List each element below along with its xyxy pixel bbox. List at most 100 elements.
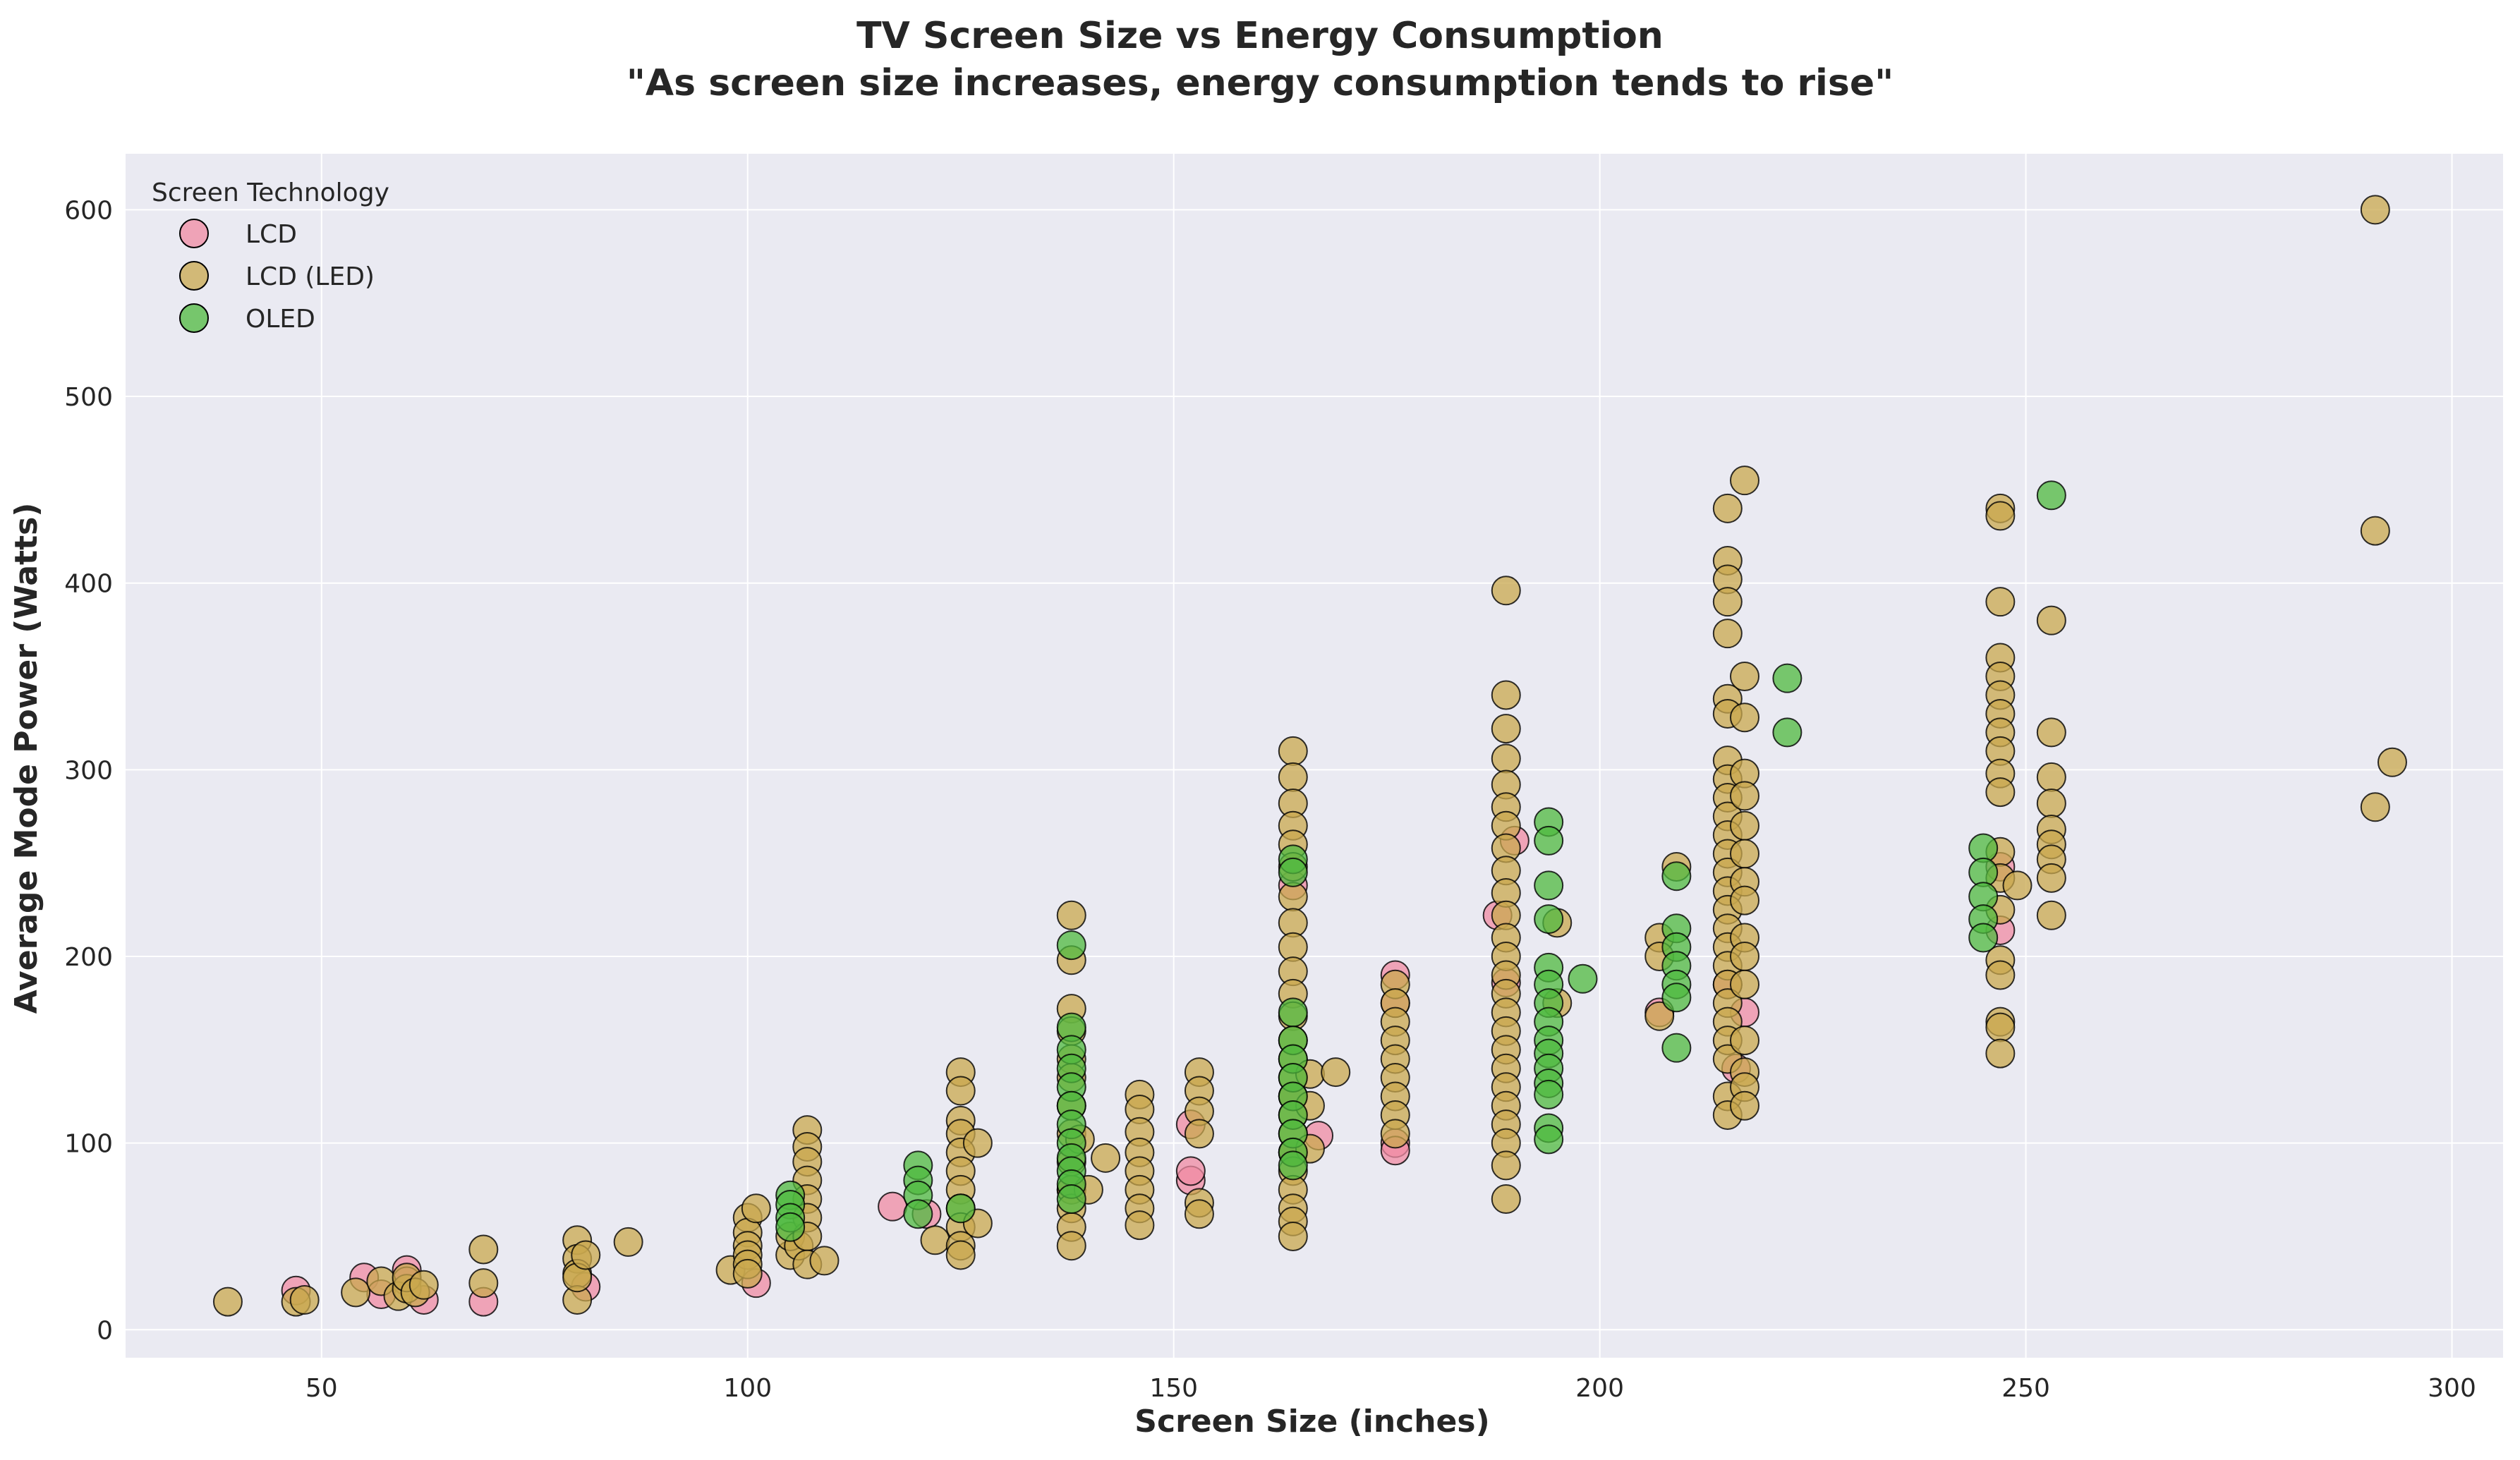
legend-marker-lcd: [179, 219, 209, 248]
y-tick-label: 100: [64, 1130, 113, 1159]
data-point: [920, 1225, 950, 1255]
data-point: [1534, 870, 1564, 901]
data-point: [1661, 1033, 1692, 1063]
data-point: [1729, 942, 1759, 971]
data-point: [945, 1193, 976, 1224]
x-tick-label: 300: [2428, 1374, 2476, 1403]
data-point: [1729, 466, 1759, 496]
legend-label-oled: OLED: [246, 305, 315, 334]
data-point: [2360, 195, 2390, 225]
data-point: [613, 1227, 643, 1257]
legend-title: Screen Technology: [152, 178, 389, 207]
x-tick-label: 200: [1575, 1374, 1624, 1403]
data-point: [1091, 1143, 1121, 1173]
data-point: [1534, 825, 1564, 856]
data-point: [468, 1234, 499, 1265]
data-point: [1712, 587, 1743, 617]
data-point: [1985, 777, 2016, 808]
data-point: [571, 1240, 601, 1270]
data-point: [1491, 714, 1521, 744]
data-point: [903, 1199, 933, 1229]
x-axis-ticks: 50 100 150 200 250 300: [305, 1374, 2476, 1403]
data-point: [2036, 717, 2066, 748]
data-point: [1985, 587, 2016, 617]
data-point: [1278, 1150, 1308, 1181]
data-point: [2036, 863, 2066, 893]
data-point: [1278, 1221, 1308, 1251]
data-point: [1491, 576, 1521, 606]
data-point: [408, 1270, 439, 1300]
data-point: [2360, 792, 2390, 822]
data-point: [1125, 1210, 1155, 1241]
data-point: [289, 1284, 320, 1315]
data-point: [1729, 839, 1759, 869]
data-point: [1968, 923, 1999, 953]
data-point: [1729, 885, 1759, 915]
legend-label-lcd-led: LCD (LED): [246, 262, 375, 291]
chart-subtitle: "As screen size increases, energy consum…: [626, 62, 1894, 104]
data-point: [1491, 1150, 1521, 1181]
data-point: [1175, 1156, 1206, 1186]
y-axis-label: Average Mode Power (Watts): [8, 503, 44, 1014]
data-point: [1772, 663, 1803, 693]
data-point: [962, 1128, 993, 1158]
data-point: [809, 1246, 840, 1276]
x-tick-label: 250: [2001, 1374, 2050, 1403]
data-point: [1985, 501, 2016, 531]
data-point: [1985, 960, 2016, 990]
data-point: [1534, 904, 1564, 935]
plot-area: [126, 154, 2503, 1358]
data-point: [1661, 861, 1692, 892]
data-point: [1729, 662, 1759, 692]
data-point: [1644, 1001, 1675, 1031]
data-point: [1278, 762, 1308, 792]
data-point: [1534, 1124, 1564, 1155]
data-point: [1184, 1119, 1214, 1149]
data-point: [1380, 1119, 1410, 1149]
y-tick-label: 500: [64, 383, 113, 412]
data-points: [212, 195, 2407, 1317]
data-point: [2036, 762, 2066, 792]
chart-title: TV Screen Size vs Energy Consumption: [856, 15, 1664, 57]
data-point: [732, 1258, 763, 1289]
data-point: [1491, 680, 1521, 710]
data-point: [1729, 810, 1759, 841]
data-point: [2002, 870, 2033, 901]
data-point: [1729, 1090, 1759, 1121]
data-point: [1772, 717, 1803, 748]
x-tick-label: 100: [723, 1374, 772, 1403]
data-point: [1729, 969, 1759, 999]
legend-label-lcd: LCD: [246, 220, 297, 249]
data-point: [212, 1286, 243, 1317]
x-tick-label: 50: [305, 1374, 338, 1403]
legend-marker-lcd-led: [179, 261, 209, 291]
data-point: [1534, 1079, 1564, 1109]
data-point: [1729, 702, 1759, 733]
data-point: [2360, 516, 2390, 546]
data-point: [945, 1240, 976, 1270]
series-oled: [775, 480, 2066, 1242]
data-point: [2036, 900, 2066, 930]
data-point: [1056, 1231, 1086, 1261]
data-point: [2377, 747, 2407, 777]
data-point: [1712, 619, 1743, 649]
data-point: [1729, 781, 1759, 811]
x-tick-label: 150: [1149, 1374, 1198, 1403]
data-point: [1712, 493, 1743, 523]
data-point: [2036, 788, 2066, 818]
data-point: [1985, 1038, 2016, 1069]
data-point: [1568, 963, 1598, 994]
data-point: [1278, 857, 1308, 887]
y-tick-label: 300: [64, 756, 113, 785]
y-tick-label: 400: [64, 570, 113, 599]
y-axis-ticks: 0 100 200 300 400 500 600: [64, 196, 113, 1345]
data-point: [1321, 1057, 1351, 1088]
data-point: [1491, 743, 1521, 774]
y-tick-label: 0: [97, 1316, 113, 1345]
grid-lines: [126, 154, 2503, 1358]
data-point: [1985, 1012, 2016, 1042]
data-point: [1278, 736, 1308, 766]
data-point: [468, 1268, 499, 1298]
data-point: [1661, 983, 1692, 1013]
data-point: [1278, 997, 1308, 1028]
